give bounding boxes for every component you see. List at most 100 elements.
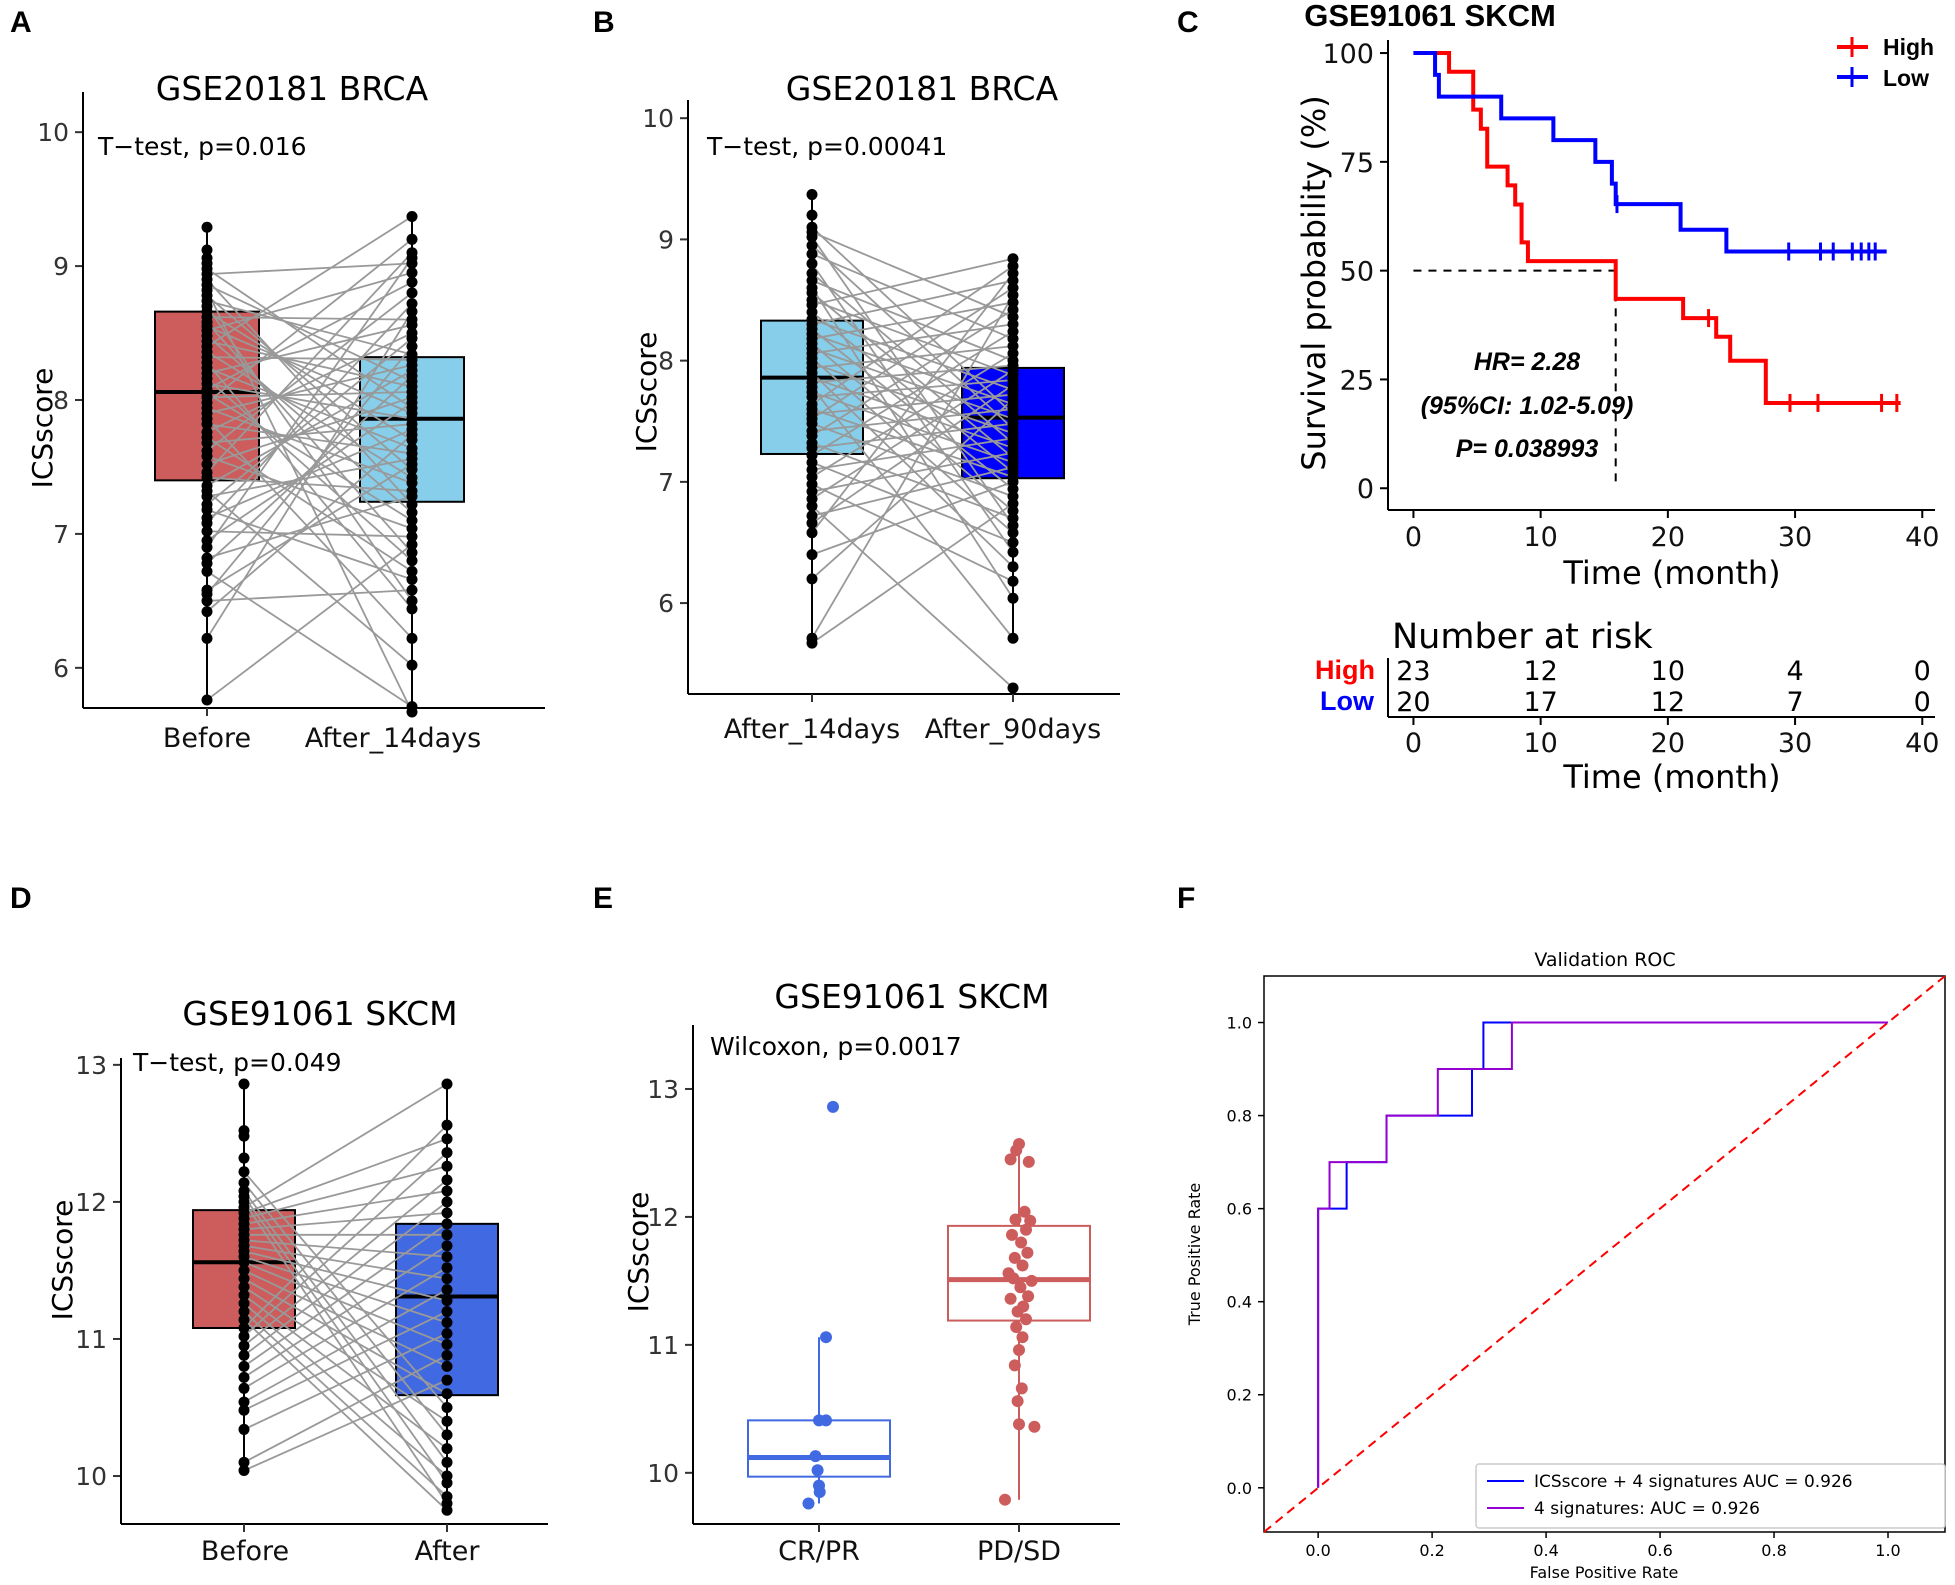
data-point-after	[441, 1415, 453, 1427]
pair-line	[811, 231, 1014, 318]
pair-line	[206, 377, 413, 562]
data-point-after	[441, 1185, 453, 1197]
x-tick-label: 0.8	[1761, 1541, 1786, 1560]
data-point-after	[406, 547, 418, 559]
pair-line	[206, 391, 413, 399]
data-point-after	[441, 1317, 453, 1329]
data-point-after	[441, 1360, 453, 1372]
pair-line	[811, 318, 1014, 391]
pair-line	[206, 367, 413, 450]
data-point-crpr	[802, 1497, 815, 1510]
panel-b-xtick-1: After_90days	[925, 714, 1101, 745]
data-point-pdsd	[1011, 1395, 1024, 1408]
pair-line	[811, 333, 1014, 406]
data-point-pdsd	[1021, 1246, 1034, 1259]
data-point-after	[441, 1443, 453, 1455]
panel-a-stat-label: T−test, p=0.016	[97, 132, 307, 161]
risk-count: 17	[1523, 687, 1557, 718]
pair-line	[243, 1124, 448, 1329]
data-point-after	[406, 531, 418, 543]
y-tick-label: 0.0	[1227, 1479, 1252, 1498]
roc-legend-combo-label: ICSscore + 4 signatures AUC = 0.926	[1534, 1472, 1853, 1492]
y-tick-label: 25	[1340, 365, 1374, 396]
data-point-before	[201, 244, 213, 256]
data-point-crpr	[820, 1331, 832, 1344]
data-point-after	[1007, 575, 1019, 587]
data-point-after	[441, 1273, 453, 1285]
data-point-pdsd	[1013, 1137, 1025, 1150]
risk-x-tick-label: 0	[1405, 728, 1422, 759]
data-point-before	[238, 1456, 250, 1468]
pair-line	[206, 361, 413, 610]
pair-line	[811, 442, 1014, 520]
data-point-pdsd	[1022, 1155, 1035, 1168]
legend-high-label: High	[1883, 34, 1934, 60]
data-point-after	[406, 247, 418, 259]
panel-label-c: C	[1177, 6, 1199, 39]
data-point-pdsd	[1008, 1359, 1021, 1372]
y-tick-label: 11	[647, 1331, 679, 1360]
pair-line	[811, 347, 1014, 420]
x-tick-label: 0.0	[1305, 1541, 1330, 1560]
panel-e-stat-label: Wilcoxon, p=0.0017	[710, 1032, 962, 1061]
data-point-crpr	[820, 1414, 832, 1427]
data-point-before	[238, 1322, 250, 1334]
pair-line	[811, 272, 1014, 444]
data-point-after	[441, 1470, 453, 1482]
panel-b-title: GSE20181 BRCA	[786, 69, 1059, 108]
panel-a-ylabel: ICSscore	[26, 368, 59, 489]
data-point-before	[201, 565, 213, 577]
y-tick-label: 10	[647, 1459, 679, 1488]
data-point-before	[238, 1177, 250, 1189]
pair-line	[243, 1201, 448, 1504]
pair-line	[206, 238, 413, 404]
data-point-before	[238, 1423, 250, 1435]
panel-c-legend: High Low	[1837, 34, 1934, 91]
data-point-before	[238, 1349, 250, 1361]
risk-x-tick-label: 40	[1905, 728, 1939, 759]
data-point-after	[1007, 253, 1019, 265]
data-point-after	[441, 1240, 453, 1252]
data-point-after	[406, 584, 418, 596]
data-point-pdsd	[1016, 1259, 1029, 1272]
pair-line	[206, 396, 413, 466]
data-point-before	[806, 189, 818, 201]
data-point-pdsd	[1010, 1320, 1023, 1333]
pair-line	[206, 340, 413, 388]
y-tick-label: 1.0	[1227, 1014, 1252, 1033]
pair-line	[243, 1190, 448, 1463]
data-point-after	[406, 276, 418, 288]
data-point-pdsd	[1020, 1313, 1032, 1326]
data-point-after	[441, 1349, 453, 1361]
risk-count: 0	[1914, 656, 1931, 687]
data-point-before	[806, 573, 818, 585]
data-point-pdsd	[1008, 1251, 1021, 1264]
pair-line	[206, 543, 413, 701]
risk-row-low-label: Low	[1320, 686, 1375, 716]
roc-legend-four-label: 4 signatures: AUC = 0.926	[1534, 1499, 1760, 1519]
risk-count: 4	[1786, 656, 1803, 687]
data-point-before	[806, 632, 818, 644]
pair-line	[206, 401, 413, 542]
pair-line	[811, 287, 1014, 599]
data-point-after	[1007, 561, 1019, 573]
pair-line	[243, 1310, 448, 1498]
y-tick-label: 9	[53, 252, 69, 281]
pair-line	[811, 422, 1014, 498]
legend-low-label: Low	[1883, 65, 1929, 91]
data-point-after	[1007, 592, 1019, 604]
pair-line	[206, 383, 413, 420]
x-tick-label: 0.6	[1647, 1541, 1672, 1560]
data-point-after	[406, 555, 418, 567]
y-tick-label: 12	[647, 1203, 679, 1232]
pair-line	[206, 369, 413, 487]
pair-line	[206, 436, 413, 573]
pair-line	[206, 252, 413, 473]
pair-line	[206, 356, 413, 361]
data-point-pdsd	[1015, 1236, 1028, 1249]
panel-d-title: GSE91061 SKCM	[182, 994, 457, 1033]
pair-line	[811, 330, 1014, 456]
x-tick-label: 20	[1651, 522, 1685, 553]
data-point-before	[201, 552, 213, 564]
data-point-before	[806, 248, 818, 260]
